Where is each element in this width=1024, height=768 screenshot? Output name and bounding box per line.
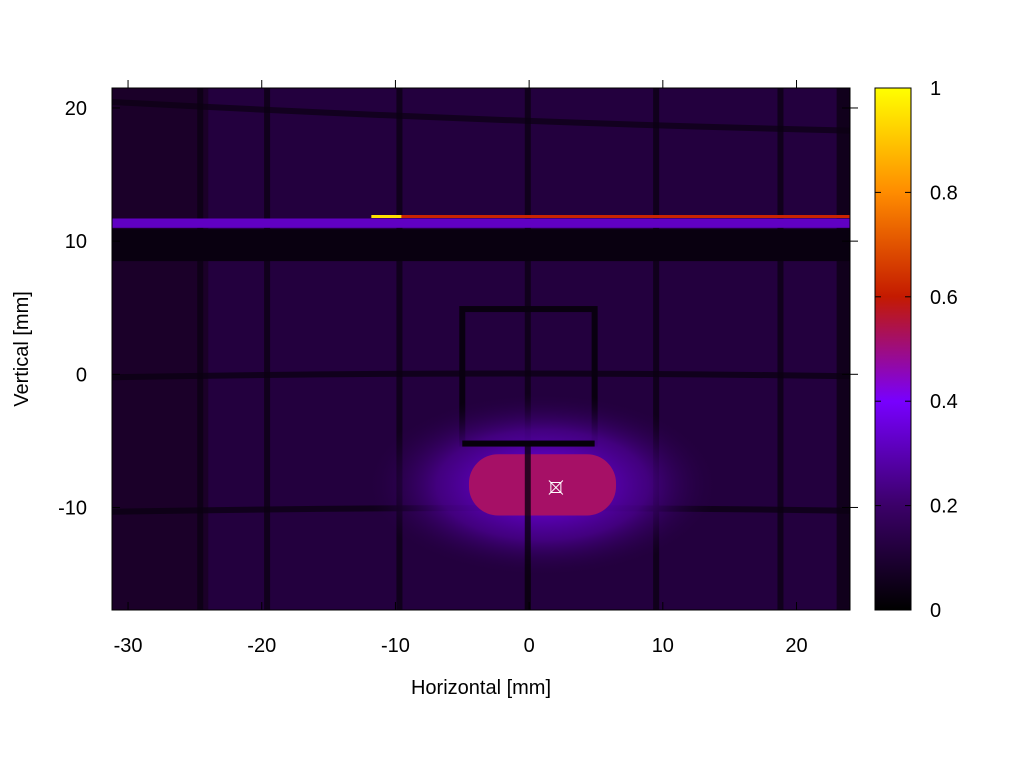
colorbar-tick-label: 1 bbox=[930, 78, 941, 100]
x-tick-label: 20 bbox=[785, 635, 807, 657]
vertical-wire bbox=[524, 88, 531, 610]
colorbar-tick-label: 0 bbox=[930, 600, 941, 622]
plot-border bbox=[111, 87, 851, 611]
hot-line-bright-end bbox=[371, 215, 402, 219]
axis-ticks: -30 -20 -10 0 10 20 -10 0 10 20 bbox=[58, 80, 858, 657]
y-tick-label: 10 bbox=[65, 231, 87, 253]
plot-frame bbox=[111, 87, 851, 611]
bright-strip bbox=[112, 218, 850, 228]
beam-center-marker bbox=[548, 480, 564, 495]
vertical-wire bbox=[653, 88, 660, 610]
x-tick-label: -10 bbox=[381, 635, 410, 657]
x-tick-label: -30 bbox=[114, 635, 143, 657]
vertical-wire bbox=[264, 88, 271, 610]
colorbar-tick-label: 0.8 bbox=[930, 182, 958, 204]
horizontal-wire bbox=[112, 370, 850, 381]
x-axis-label: Horizontal [mm] bbox=[411, 677, 551, 699]
x-tick-label: -20 bbox=[247, 635, 276, 657]
dark-right-edge bbox=[836, 88, 850, 610]
vertical-wire bbox=[777, 88, 784, 610]
colorbar-gradient bbox=[874, 87, 912, 611]
top-curved-wire bbox=[112, 98, 850, 134]
hot-line bbox=[371, 215, 850, 219]
colorbar-tick-label: 0.2 bbox=[930, 496, 958, 518]
y-tick-label: -10 bbox=[58, 497, 87, 519]
y-tick-label: 20 bbox=[65, 98, 87, 120]
dark-left-region bbox=[112, 88, 209, 610]
x-tick-label: 0 bbox=[524, 635, 535, 657]
frame-bottom-bar bbox=[462, 440, 595, 447]
y-tick-label: 0 bbox=[76, 364, 87, 386]
y-axis-label: Vertical [mm] bbox=[11, 291, 33, 407]
beam-spot-core bbox=[468, 454, 617, 516]
colorbar-tick-label: 0.6 bbox=[930, 287, 958, 309]
spot-divider-wire bbox=[524, 443, 531, 610]
x-tick-label: 10 bbox=[652, 635, 674, 657]
colorbar-tick-label: 0.4 bbox=[930, 391, 958, 413]
colorbar: 0 0.2 0.4 0.6 0.8 1 bbox=[874, 78, 958, 622]
dark-band bbox=[112, 229, 850, 262]
vertical-wire bbox=[197, 88, 204, 610]
heatmap-plot-area bbox=[112, 88, 850, 610]
vertical-wire bbox=[396, 88, 403, 610]
